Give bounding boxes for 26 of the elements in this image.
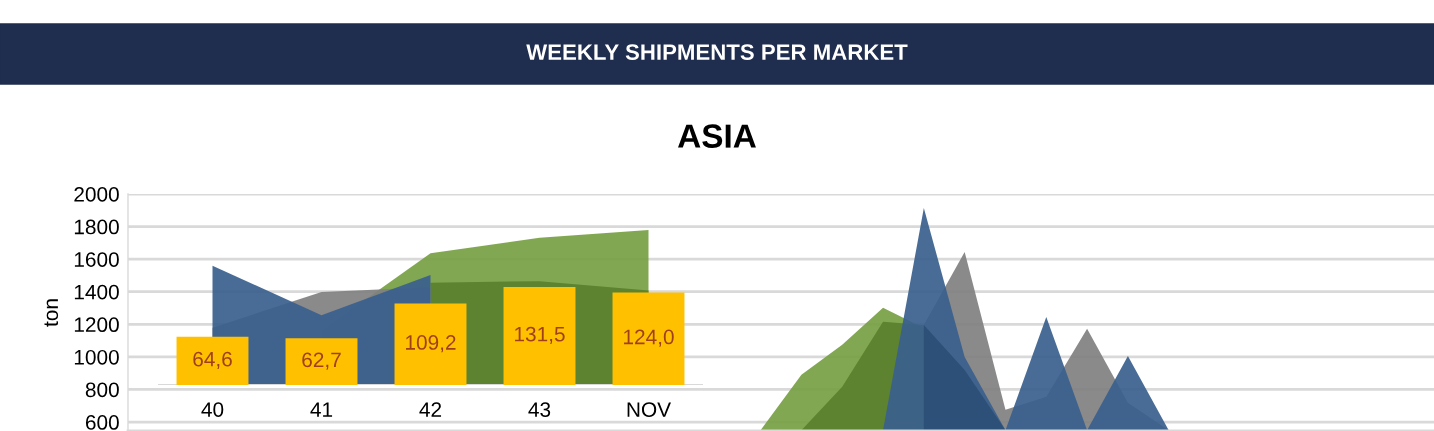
bar xyxy=(503,286,576,385)
data-label: 124,0 xyxy=(624,329,674,347)
y-tick-label: 600 xyxy=(85,415,119,430)
bar xyxy=(394,303,467,385)
x-tick-label: 42 xyxy=(419,402,442,417)
chart-subtitle: ASIA xyxy=(678,124,756,148)
y-axis-title: ton xyxy=(44,299,59,327)
chart-title: WEEKLY SHIPMENTS PER MARKET xyxy=(526,44,908,60)
x-tick-label: 41 xyxy=(310,402,333,417)
y-tick-label: 1800 xyxy=(74,219,119,235)
data-label: 131,5 xyxy=(515,326,565,344)
x-tick-label: NOV xyxy=(627,402,671,417)
bar xyxy=(176,336,249,385)
bar xyxy=(612,292,685,385)
y-tick-label: 1200 xyxy=(74,317,119,333)
data-label: 62,7 xyxy=(302,352,341,370)
bar xyxy=(285,338,358,385)
data-label: 64,6 xyxy=(193,351,232,369)
y-tick-label: 800 xyxy=(85,382,119,398)
data-label: 109,2 xyxy=(406,335,456,353)
y-tick-label: 1000 xyxy=(74,349,119,365)
y-tick-label: 1600 xyxy=(74,252,119,267)
x-tick-label: 43 xyxy=(528,402,551,417)
y-tick-label: 2000 xyxy=(74,187,119,202)
y-tick-label: 1400 xyxy=(74,284,119,300)
x-tick-label: 40 xyxy=(201,402,224,417)
